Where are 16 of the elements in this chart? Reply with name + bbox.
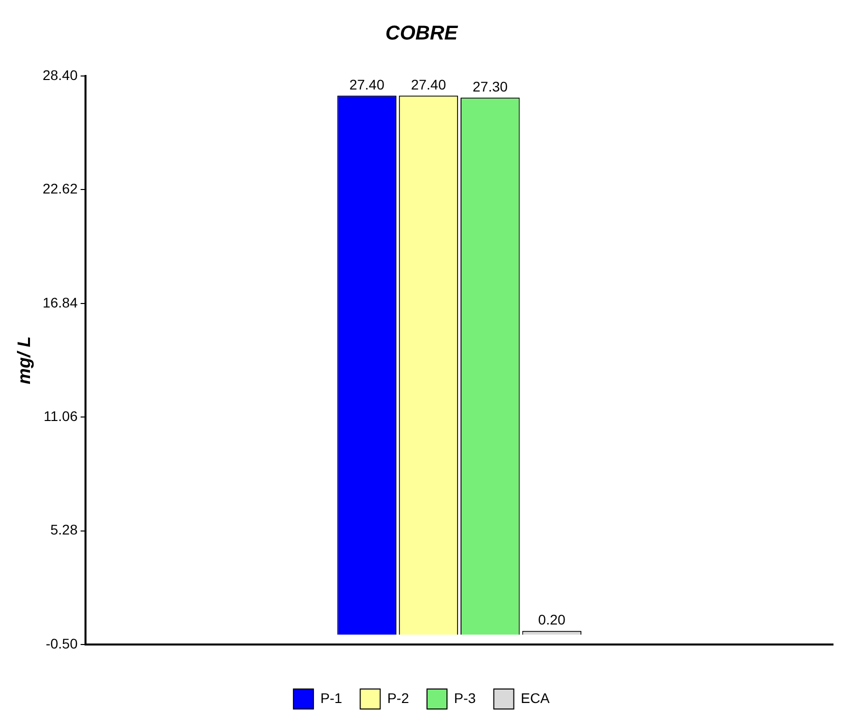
data-label: 27.30: [472, 78, 508, 94]
y-tick-label: 28.40: [42, 66, 78, 83]
data-label: 27.40: [410, 76, 446, 93]
legend-label: ECA: [520, 690, 550, 706]
y-tick-label: 5.28: [50, 522, 78, 538]
data-label: 27.40: [349, 76, 385, 93]
data-label: 0.20: [538, 612, 566, 628]
y-tick-label: 11.06: [44, 408, 78, 424]
y-tick-label: 22.62: [42, 180, 78, 197]
y-axis-title: mg/ L: [14, 336, 34, 384]
y-tick-label: 16.84: [42, 294, 78, 310]
legend-label: P-1: [320, 690, 342, 706]
chart-title: COBRE: [385, 22, 458, 45]
y-tick-label: -0.50: [46, 635, 78, 652]
legend-label: P-3: [454, 690, 476, 706]
legend-label: P-2: [387, 690, 410, 706]
